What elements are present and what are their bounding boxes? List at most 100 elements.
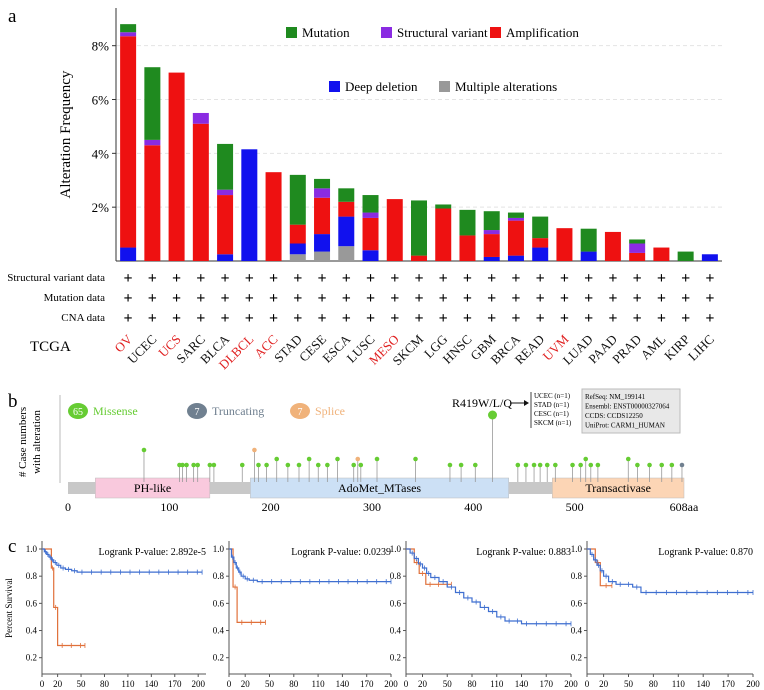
km-pvalue: Logrank P-value: 0.883	[476, 547, 571, 558]
km-y-tick-label: 0.2	[571, 653, 582, 663]
legend-swatch	[381, 27, 392, 38]
row-marker: +	[366, 290, 375, 307]
row-label: CNA data	[61, 312, 105, 324]
hotspot-arrowhead	[524, 400, 529, 406]
row-marker: +	[511, 310, 520, 327]
km-x-tick-label: 50	[624, 679, 634, 689]
bar-luad-mutation	[580, 228, 597, 252]
km-y-tick-label: 0.4	[26, 626, 38, 636]
row-marker: +	[681, 270, 690, 287]
bar-ucec-amplification	[144, 145, 161, 261]
panel-label-a: a	[8, 6, 17, 27]
row-marker: +	[705, 270, 714, 287]
bar-ucec-mutation	[144, 67, 161, 140]
row-marker: +	[245, 290, 254, 307]
legend-label: Mutation	[302, 25, 350, 40]
km-y-tick-label: 0.6	[26, 598, 38, 608]
lollipop-head-truncating	[679, 462, 685, 468]
row-marker: +	[293, 270, 302, 287]
row-marker: +	[584, 310, 593, 327]
row-marker: +	[705, 290, 714, 307]
row-marker: +	[317, 270, 326, 287]
row-marker: +	[560, 290, 569, 307]
bar-cese-deep-deletion	[314, 234, 331, 252]
x-tick-label: 100	[160, 500, 178, 514]
lollipop-head-missense	[274, 456, 280, 462]
row-marker: +	[269, 310, 278, 327]
bar-brca-structural-variant	[507, 217, 524, 221]
info-box-line: UniProt: CARM1_HUMAN	[585, 422, 665, 430]
bar-gbm-structural-variant	[483, 230, 500, 235]
bar-cese-mutation	[314, 178, 331, 189]
row-marker: +	[463, 270, 472, 287]
row-marker: +	[342, 310, 351, 327]
bar-ov-mutation	[120, 24, 137, 33]
km-curve-unaltered	[587, 548, 753, 594]
km-x-tick-label: 0	[585, 679, 590, 689]
lollipop-head-missense	[306, 456, 312, 462]
lollipop-head-missense	[531, 462, 537, 468]
row-marker: +	[172, 310, 181, 327]
row-marker: +	[487, 310, 496, 327]
km-x-tick-label: 170	[360, 679, 374, 689]
row-marker: +	[245, 270, 254, 287]
km-x-tick-label: 170	[540, 679, 554, 689]
y-tick-label: 6%	[92, 93, 110, 108]
bar-sarc-structural-variant	[192, 112, 209, 124]
row-marker: +	[633, 270, 642, 287]
km-y-tick-label: 0.8	[26, 571, 38, 581]
lollipop-head-missense	[659, 462, 665, 468]
km-x-tick-label: 0	[40, 679, 45, 689]
bar-prad-structural-variant	[629, 243, 646, 253]
row-marker: +	[439, 270, 448, 287]
km-x-tick-label: 140	[696, 679, 710, 689]
bar-brca-amplification	[507, 220, 524, 256]
bar-ov-deep-deletion	[120, 247, 137, 261]
lollipop-head-missense	[184, 462, 189, 468]
row-marker: +	[196, 270, 205, 287]
km-x-tick-label: 140	[145, 679, 159, 689]
legend-swatch	[490, 27, 501, 38]
km-x-tick-label: 170	[168, 679, 182, 689]
category-label: LIHC	[685, 332, 717, 364]
row-marker: +	[584, 270, 593, 287]
lollipop-head-missense	[635, 462, 640, 468]
lollipop-head-missense	[207, 462, 213, 468]
legend-label: Deep deletion	[345, 79, 418, 94]
row-marker: +	[221, 290, 230, 307]
km-x-tick-label: 110	[490, 679, 504, 689]
legend-marker	[68, 403, 88, 419]
legend-marker	[290, 403, 310, 419]
y-tick-label: 4%	[92, 146, 110, 161]
bar-lusc-deep-deletion	[362, 250, 379, 261]
lollipop-head-missense	[374, 456, 380, 462]
bar-lihc-deep-deletion	[701, 254, 718, 261]
legend-swatch	[286, 27, 297, 38]
lollipop-mutation-plot: # Case numbers with alteration 65 Missense 7…	[17, 388, 699, 514]
panel-label-b: b	[8, 391, 18, 412]
row-marker: +	[487, 270, 496, 287]
lollipop-head-splice	[355, 456, 361, 462]
bar-skcm-amplification	[411, 255, 427, 261]
km-x-tick-label: 140	[336, 679, 350, 689]
lollipop-head-missense	[239, 462, 245, 468]
row-marker: +	[196, 310, 205, 327]
hotspot-case: STAD (n=1)	[534, 401, 570, 409]
lollipop-head-missense	[488, 410, 498, 420]
km-y-tick-label: 0.2	[390, 653, 401, 663]
domain-ph-like	[95, 477, 211, 499]
legend-marker	[187, 403, 207, 419]
lollipop-head-missense	[595, 462, 601, 468]
row-marker: +	[511, 270, 520, 287]
lollipop-head-missense	[256, 462, 261, 468]
bar-skcm-mutation	[411, 200, 427, 256]
bar-blca-deep-deletion	[217, 254, 234, 261]
lollipop-head-missense	[413, 456, 418, 462]
bar-ucs-amplification	[168, 72, 185, 262]
km-x-tick-label: 20	[418, 679, 428, 689]
row-marker: +	[705, 310, 714, 327]
bar-gbm-deep-deletion	[483, 256, 500, 261]
lollipop-head-missense	[447, 462, 453, 468]
row-label: TCGA	[30, 339, 71, 355]
km-x-tick-label: 80	[100, 679, 110, 689]
